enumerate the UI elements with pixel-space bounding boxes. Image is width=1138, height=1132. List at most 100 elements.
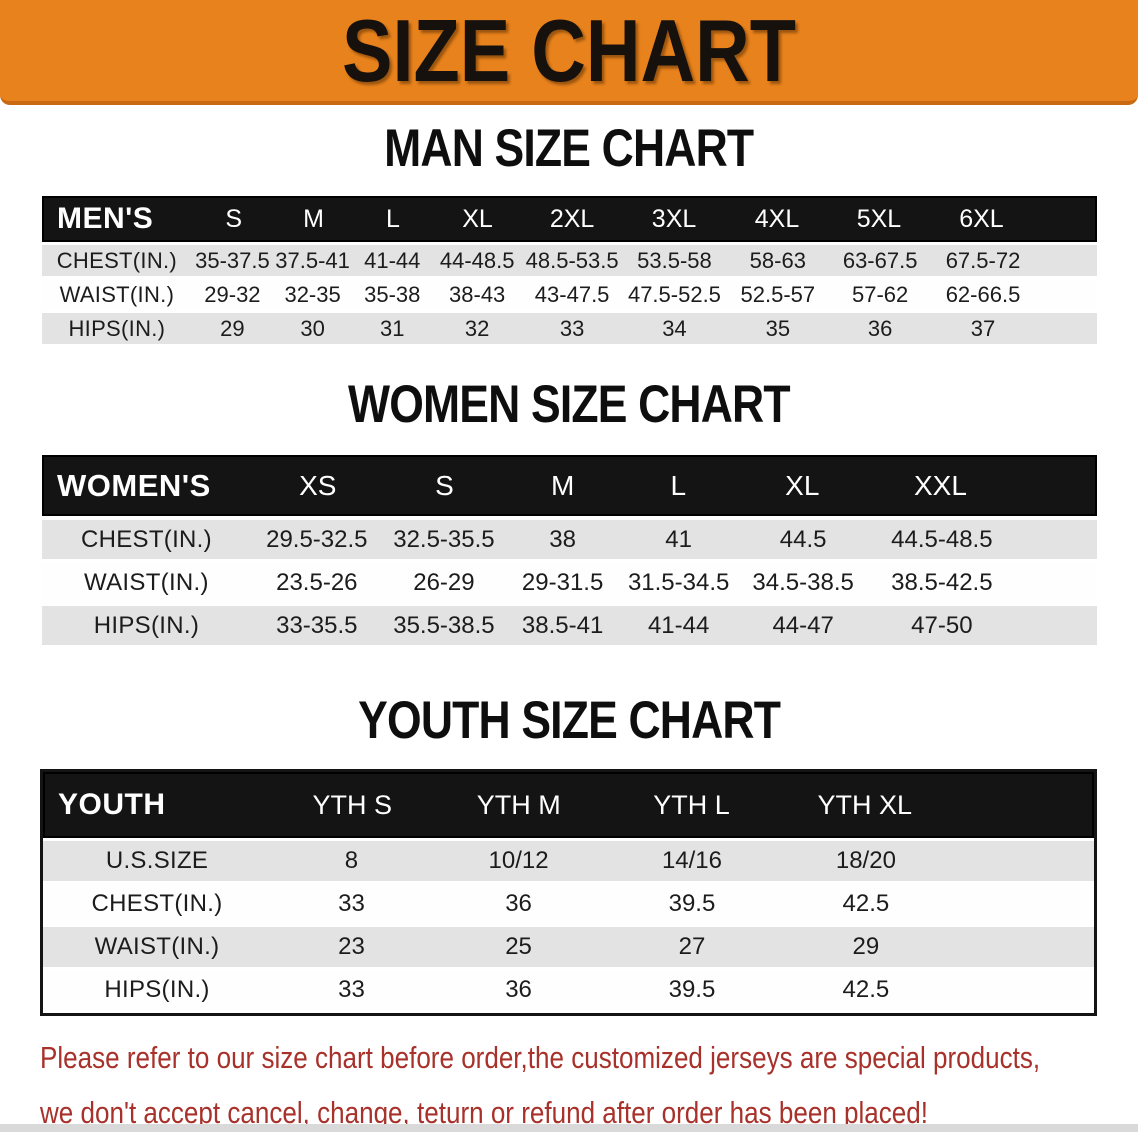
size-value: 44-47 bbox=[772, 611, 834, 639]
size-table-header-row: MEN'S S M L XL 2XL 3XL 4XL 5XL 6XL bbox=[42, 196, 1097, 242]
size-value: 14/16 bbox=[661, 847, 722, 874]
size-value: 26-29 bbox=[413, 568, 475, 596]
women-section-heading: WOMEN SIZE CHART bbox=[0, 378, 1138, 431]
measurement-row-label: CHEST(IN.) bbox=[91, 890, 223, 917]
size-value: 38 bbox=[549, 525, 576, 553]
size-value: 10/12 bbox=[488, 847, 549, 874]
measurement-row-label: CHEST(IN.) bbox=[56, 247, 178, 273]
size-column-header: S bbox=[435, 469, 454, 501]
youth-size-table: YOUTH YTH S YTH M YTH L YTH XL U.S.SIZE 8 10/12… bbox=[40, 769, 1097, 1016]
size-value: 44.5-48.5 bbox=[891, 525, 993, 553]
size-value: 35.5-38.5 bbox=[393, 611, 495, 639]
size-value: 35-38 bbox=[364, 281, 421, 307]
size-column-header: YTH M bbox=[476, 789, 561, 820]
men-size-table: MEN'S S M L XL 2XL 3XL 4XL 5XL 6XL CHEST(IN.) 35-37… bbox=[42, 196, 1097, 344]
size-value: 30 bbox=[300, 315, 325, 341]
size-value: 47.5-52.5 bbox=[627, 281, 721, 307]
youth-heading-text: YOUTH SIZE CHART bbox=[358, 691, 781, 750]
size-value: 58-63 bbox=[749, 247, 806, 273]
size-value: 33 bbox=[338, 976, 365, 1003]
disclaimer: Please refer to our size chart before or… bbox=[40, 1033, 1130, 1132]
size-value: 27 bbox=[678, 933, 706, 960]
size-column-header: S bbox=[225, 204, 243, 233]
size-value: 29 bbox=[220, 315, 245, 341]
size-value: 62-66.5 bbox=[945, 281, 1021, 307]
size-column-header: 4XL bbox=[754, 204, 800, 233]
table-row: HIPS(IN.) 33-35.5 35.5-38.5 38.5-41 41-44 44-… bbox=[42, 606, 1097, 645]
size-value: 47-50 bbox=[911, 611, 973, 639]
size-value: 52.5-57 bbox=[740, 281, 816, 307]
size-column-header: M bbox=[303, 204, 324, 233]
table-row: U.S.SIZE 8 10/12 14/16 18/20 bbox=[43, 841, 1094, 881]
women-size-table: WOMEN'S XS S M L XL XXL CHEST(IN.) 29.5-32.5 32.5… bbox=[42, 455, 1097, 645]
table-header-label: YOUTH bbox=[58, 788, 166, 821]
size-value: 33 bbox=[559, 315, 585, 341]
size-column-header: YTH L bbox=[653, 789, 730, 820]
women-heading-text: WOMEN SIZE CHART bbox=[348, 375, 790, 434]
size-value: 36 bbox=[505, 976, 532, 1003]
size-column-header: 2XL bbox=[549, 204, 595, 233]
size-value: 23 bbox=[338, 933, 365, 960]
size-column-header: L bbox=[385, 204, 400, 233]
size-value: 63-67.5 bbox=[842, 247, 918, 273]
size-column-header: 3XL bbox=[651, 204, 697, 233]
size-value: 33 bbox=[338, 890, 365, 917]
table-row: CHEST(IN.) 33 36 39.5 42.5 bbox=[43, 884, 1094, 924]
size-value: 34 bbox=[662, 315, 687, 341]
size-column-header: L bbox=[670, 469, 687, 501]
size-value: 44.5 bbox=[779, 525, 827, 553]
size-column-header: M bbox=[550, 469, 575, 501]
measurement-row-label: WAIST(IN.) bbox=[94, 933, 220, 960]
size-column-header: XS bbox=[299, 469, 337, 501]
men-heading-text: MAN SIZE CHART bbox=[384, 119, 754, 178]
size-value: 42.5 bbox=[842, 890, 890, 917]
size-value: 34.5-38.5 bbox=[752, 568, 854, 596]
size-value: 36 bbox=[867, 315, 893, 341]
size-value: 43-47.5 bbox=[534, 281, 610, 307]
size-value: 57-62 bbox=[852, 281, 909, 307]
size-value: 41-44 bbox=[647, 611, 710, 639]
size-value: 29.5-32.5 bbox=[266, 525, 368, 553]
banner-title: SIZE CHART bbox=[341, 0, 797, 100]
size-value: 31 bbox=[380, 315, 405, 341]
measurement-row-label: WAIST(IN.) bbox=[84, 568, 209, 596]
size-value: 32.5-35.5 bbox=[393, 525, 495, 553]
table-header-label: MEN'S bbox=[57, 202, 154, 235]
size-value: 53.5-58 bbox=[637, 247, 712, 273]
disclaimer-line-1: Please refer to our size chart before or… bbox=[40, 1033, 1130, 1088]
size-value: 48.5-53.5 bbox=[525, 247, 619, 273]
size-value: 29 bbox=[852, 933, 880, 960]
measurement-row-label: HIPS(IN.) bbox=[93, 611, 200, 639]
size-value: 8 bbox=[344, 847, 359, 874]
size-value: 39.5 bbox=[668, 890, 716, 917]
size-column-header: 5XL bbox=[856, 204, 902, 233]
size-column-header: YTH S bbox=[312, 789, 393, 820]
size-value: 36 bbox=[505, 890, 532, 917]
table-row: CHEST(IN.) 35-37.5 37.5-41 41-44 44-48.5 48.5… bbox=[42, 245, 1097, 276]
size-value: 18/20 bbox=[835, 847, 896, 874]
size-value: 37 bbox=[970, 315, 996, 341]
size-value: 31.5-34.5 bbox=[627, 568, 730, 596]
size-column-header: XL bbox=[785, 469, 820, 501]
bottom-edge-strip bbox=[0, 1124, 1138, 1132]
size-value: 41-44 bbox=[364, 247, 421, 273]
size-value: 32 bbox=[464, 315, 490, 341]
size-value: 37.5-41 bbox=[275, 247, 350, 273]
size-value: 25 bbox=[505, 933, 532, 960]
size-value: 44-48.5 bbox=[439, 247, 515, 273]
table-row: CHEST(IN.) 29.5-32.5 32.5-35.5 38 41 44.5 44.5… bbox=[42, 520, 1097, 559]
men-section-heading: MAN SIZE CHART bbox=[0, 122, 1138, 175]
table-header-label: WOMEN'S bbox=[57, 467, 211, 503]
size-column-header: XXL bbox=[914, 469, 967, 501]
table-row: HIPS(IN.) 29 30 31 32 33 34 35 36 37 bbox=[42, 313, 1097, 344]
youth-section-heading: YOUTH SIZE CHART bbox=[0, 694, 1138, 747]
banner: SIZE CHART bbox=[0, 0, 1138, 105]
measurement-row-label: U.S.SIZE bbox=[105, 847, 209, 874]
measurement-row-label: HIPS(IN.) bbox=[104, 976, 210, 1003]
size-column-header: XL bbox=[462, 204, 493, 233]
table-row: WAIST(IN.) 29-32 32-35 35-38 38-43 43-47.5 47.… bbox=[42, 279, 1097, 310]
measurement-row-label: HIPS(IN.) bbox=[68, 315, 166, 341]
size-value: 41 bbox=[665, 525, 692, 553]
measurement-row-label: CHEST(IN.) bbox=[80, 525, 212, 553]
